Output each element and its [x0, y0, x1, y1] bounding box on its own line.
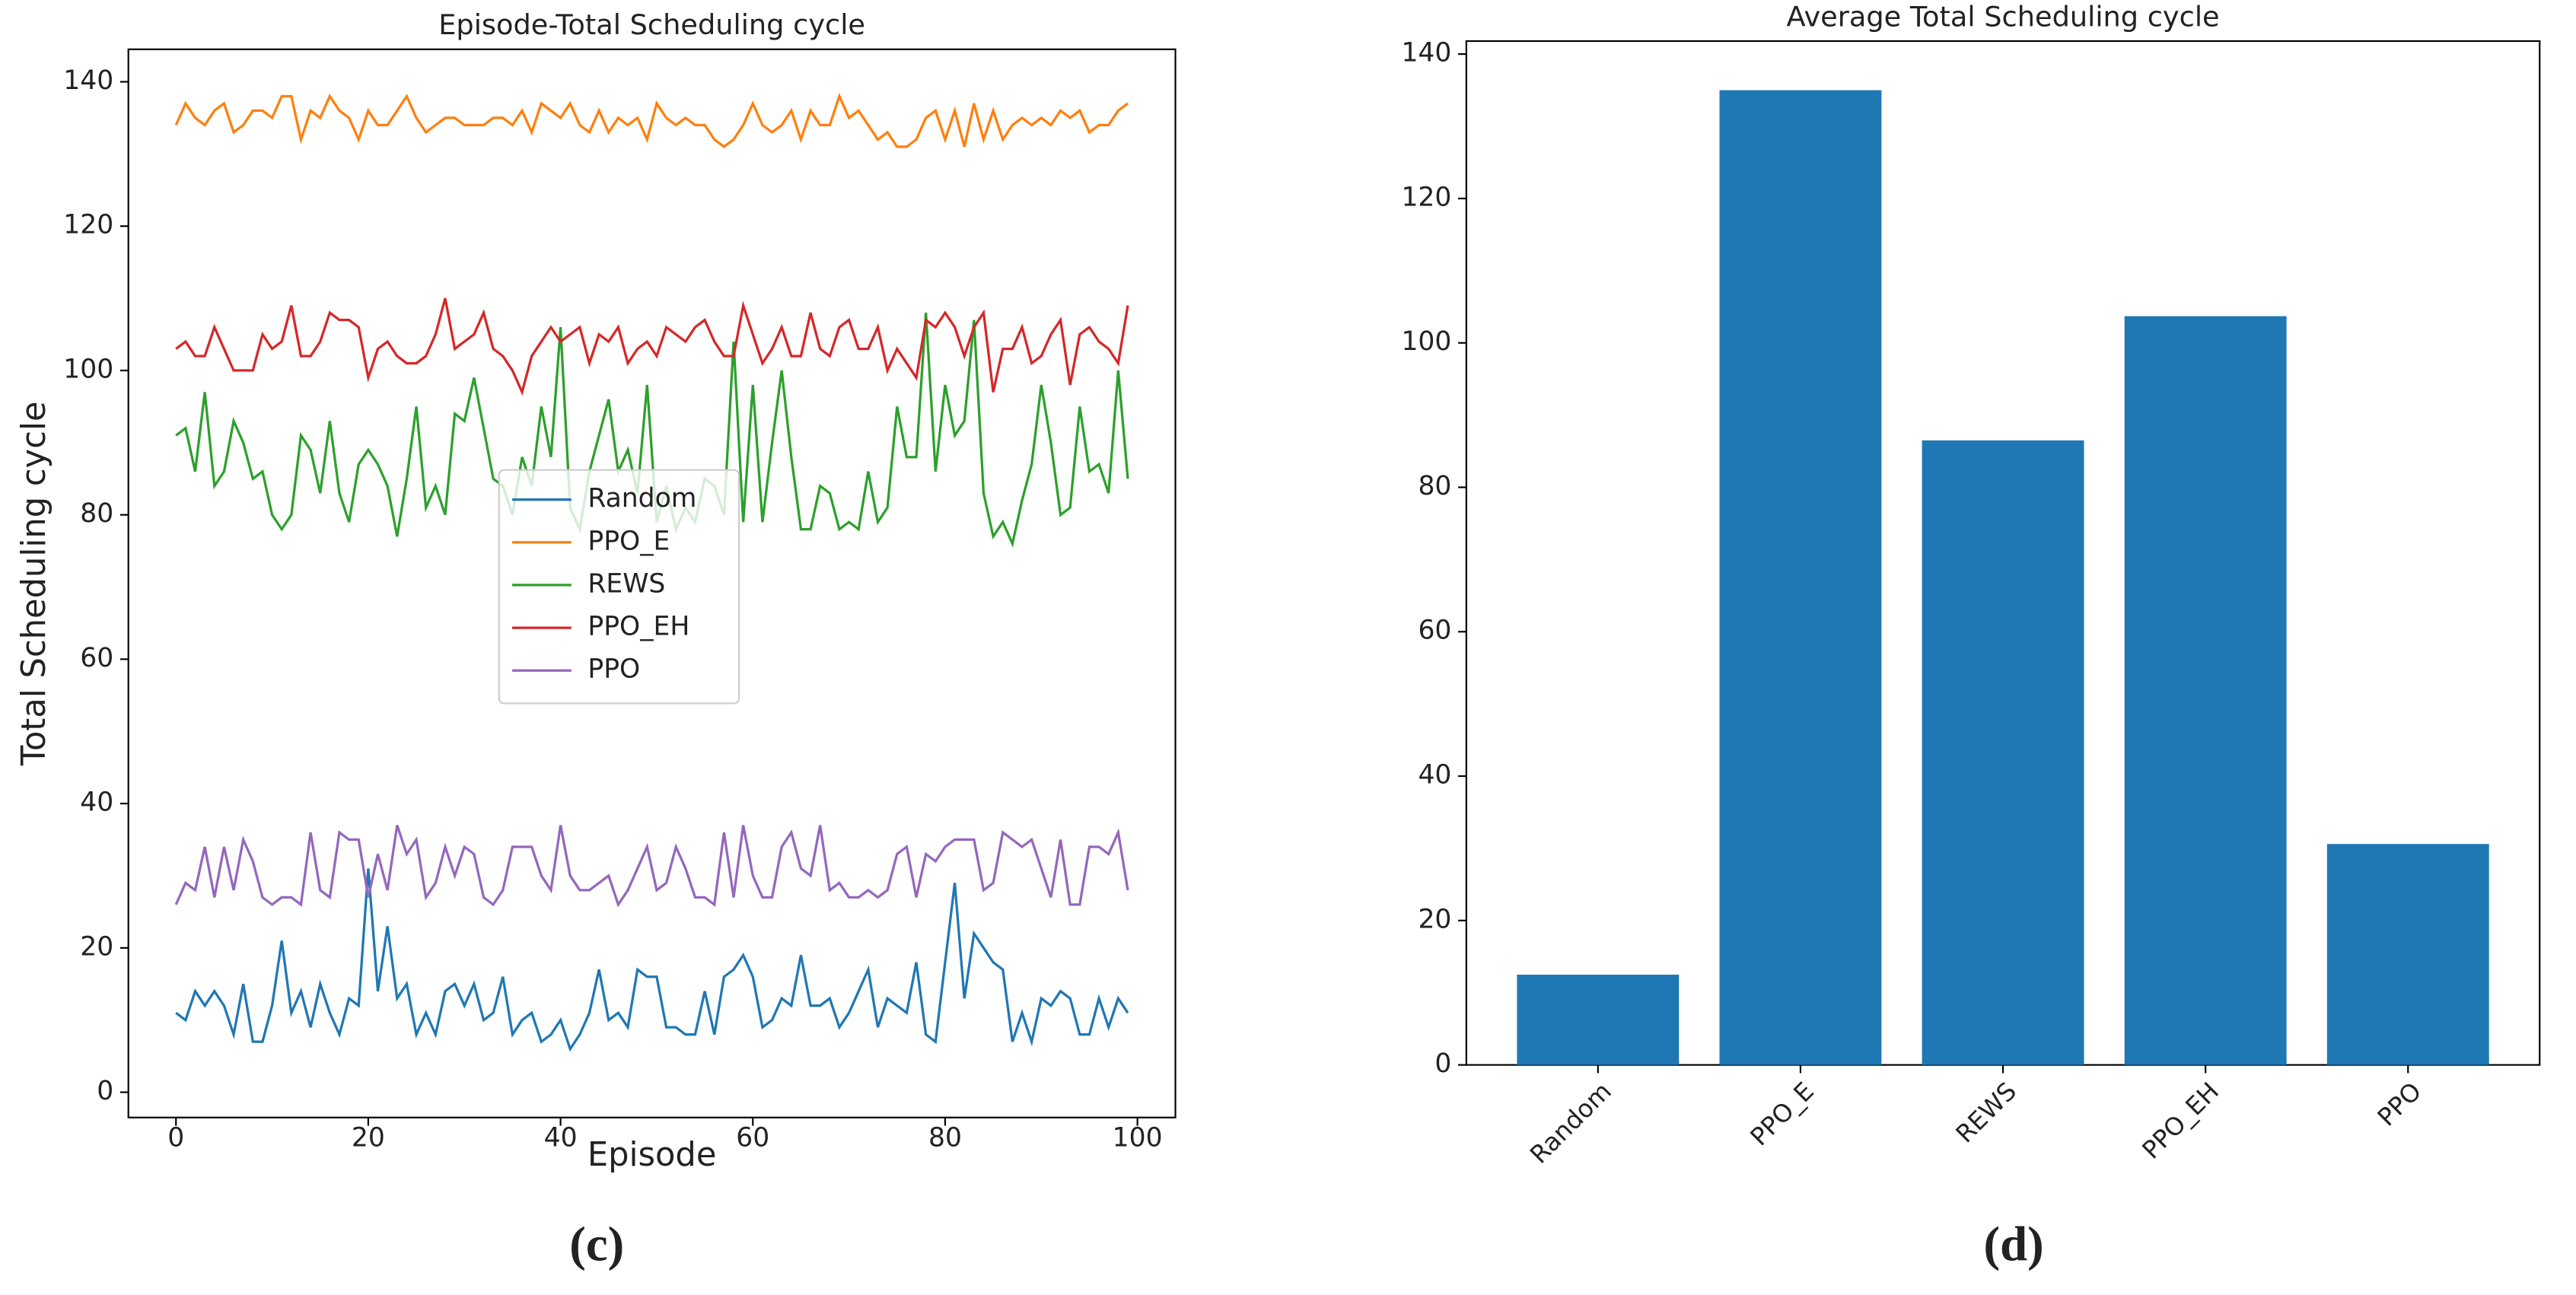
series-line: [175, 868, 1129, 1052]
x-tick-label: 60: [736, 1122, 769, 1153]
y-tick-label: 20: [1418, 904, 1451, 934]
legend-label: PPO: [587, 654, 640, 685]
y-tick-label: 140: [63, 65, 113, 96]
y-tick-label: 140: [1401, 38, 1451, 68]
x-tick-label: 80: [928, 1122, 962, 1153]
x-tick-label: PPO_E: [1745, 1077, 1820, 1151]
y-tick-label: 0: [1434, 1048, 1451, 1079]
bar: [2326, 844, 2489, 1065]
y-tick-label: 120: [1401, 182, 1451, 212]
y-tick-label: 0: [97, 1076, 113, 1106]
x-tick-label: PPO: [2372, 1077, 2428, 1132]
y-tick-label: 60: [1418, 616, 1451, 646]
y-tick-label: 20: [80, 931, 113, 962]
y-tick-label: 120: [63, 210, 113, 240]
y-axis-label: Total Scheduling cycle: [15, 401, 53, 766]
legend-label: REWS: [587, 568, 665, 599]
series-line: [174, 825, 1129, 908]
chart-title: Average Total Scheduling cycle: [1786, 0, 2219, 33]
series-line: [175, 312, 1129, 548]
bar: [1922, 440, 2084, 1065]
series-line: [174, 92, 1129, 148]
x-tick-label: PPO_EH: [2137, 1077, 2225, 1165]
y-tick-label: 80: [1418, 471, 1451, 501]
legend-label: PPO_EH: [587, 612, 689, 642]
bar: [1719, 90, 1882, 1065]
bar: [1517, 974, 1680, 1065]
bar: [2124, 316, 2287, 1065]
y-tick-label: 40: [1418, 760, 1451, 791]
y-tick-label: 60: [80, 643, 113, 673]
x-tick-label: Random: [1524, 1077, 1617, 1169]
y-tick-label: 80: [80, 498, 113, 529]
y-tick-label: 40: [80, 788, 113, 818]
x-tick-label: 20: [352, 1122, 385, 1153]
series-line: [175, 298, 1129, 396]
x-tick-label: 40: [544, 1122, 578, 1153]
plot-frame: [127, 48, 1177, 1118]
x-tick-label: 100: [1113, 1122, 1163, 1153]
chart-title: Episode-Total Scheduling cycle: [438, 8, 865, 41]
x-tick-label: 0: [167, 1122, 184, 1153]
y-tick-label: 100: [63, 354, 113, 384]
legend-box: [498, 469, 740, 705]
panel-label: (c): [569, 1217, 624, 1271]
legend-label: PPO_E: [587, 526, 670, 556]
legend-label: Random: [587, 483, 696, 514]
y-tick-label: 100: [1401, 326, 1451, 357]
x-tick-label: REWS: [1950, 1077, 2022, 1148]
x-axis-label: Episode: [587, 1136, 717, 1174]
panel-label: (d): [1984, 1217, 2044, 1271]
